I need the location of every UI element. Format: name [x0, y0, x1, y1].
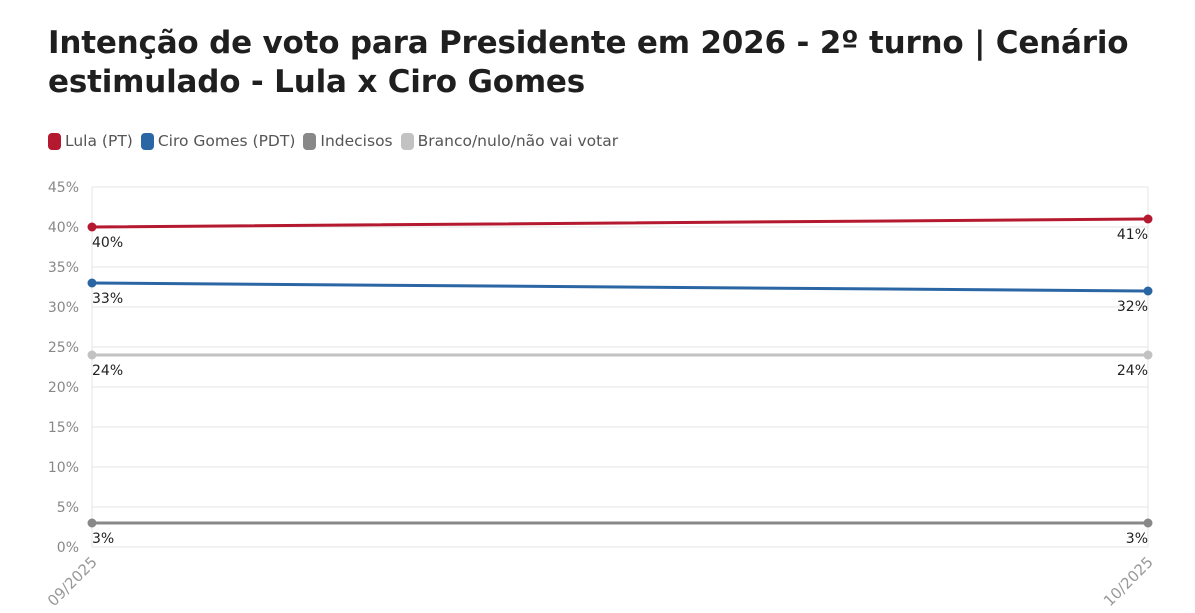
- data-label: 40%: [92, 235, 123, 251]
- legend-swatch-lula: [48, 132, 61, 150]
- data-point[interactable]: [87, 350, 97, 360]
- y-tick-label: 45%: [48, 180, 79, 196]
- legend-item-lula[interactable]: Lula (PT): [48, 132, 133, 150]
- data-label: 32%: [1117, 299, 1148, 315]
- legend-item-indecisos[interactable]: Indecisos: [303, 132, 393, 150]
- data-point[interactable]: [1143, 214, 1153, 224]
- x-tick-label: 10/2025: [1100, 553, 1157, 610]
- y-tick-label: 25%: [48, 340, 79, 356]
- y-axis: 0% 5% 10% 15% 20% 25% 30% 35% 40% 45%: [48, 180, 79, 556]
- series-line[interactable]: [90, 217, 1150, 229]
- y-tick-label: 40%: [48, 220, 79, 236]
- x-axis: 09/2025 10/2025: [44, 553, 1157, 610]
- series-lines: [87, 214, 1153, 528]
- data-labels: 40% 41% 33% 32% 3% 3% 24% 24%: [92, 227, 1148, 547]
- data-label: 33%: [92, 291, 123, 307]
- grid-lines: [91, 186, 1149, 548]
- y-tick-label: 10%: [48, 460, 79, 476]
- legend-swatch-indecisos: [303, 132, 317, 150]
- data-point[interactable]: [1143, 518, 1153, 528]
- legend-label-branco-nulo: Branco/nulo/não vai votar: [417, 132, 619, 150]
- series-line[interactable]: [90, 281, 1150, 293]
- y-tick-label: 0%: [57, 540, 79, 556]
- legend-label-ciro: Ciro Gomes (PDT): [157, 132, 296, 150]
- y-tick-label: 5%: [57, 500, 79, 516]
- legend-item-ciro[interactable]: Ciro Gomes (PDT): [140, 132, 296, 150]
- data-point[interactable]: [1143, 286, 1153, 296]
- chart-legend: Lula (PT) Ciro Gomes (PDT) Indecisos Bra…: [48, 129, 626, 153]
- data-point[interactable]: [1143, 350, 1153, 360]
- data-label: 3%: [1126, 531, 1148, 547]
- y-tick-label: 15%: [48, 420, 79, 436]
- y-tick-label: 35%: [48, 260, 79, 276]
- legend-label-indecisos: Indecisos: [320, 132, 393, 150]
- x-tick-label: 09/2025: [44, 553, 101, 610]
- y-tick-label: 20%: [48, 380, 79, 396]
- data-label: 24%: [1117, 363, 1148, 379]
- data-point[interactable]: [87, 278, 97, 288]
- legend-swatch-branco-nulo: [400, 132, 414, 150]
- data-label: 41%: [1117, 227, 1148, 243]
- legend-item-branco-nulo[interactable]: Branco/nulo/não vai votar: [400, 132, 619, 150]
- legend-label-lula: Lula (PT): [65, 132, 133, 150]
- data-point[interactable]: [87, 518, 97, 528]
- chart-title: Intenção de voto para Presidente em 2026…: [48, 25, 1129, 100]
- y-tick-label: 30%: [48, 300, 79, 316]
- legend-swatch-ciro: [140, 132, 154, 150]
- data-label: 24%: [92, 363, 123, 379]
- data-label: 3%: [92, 531, 114, 547]
- data-point[interactable]: [87, 222, 97, 232]
